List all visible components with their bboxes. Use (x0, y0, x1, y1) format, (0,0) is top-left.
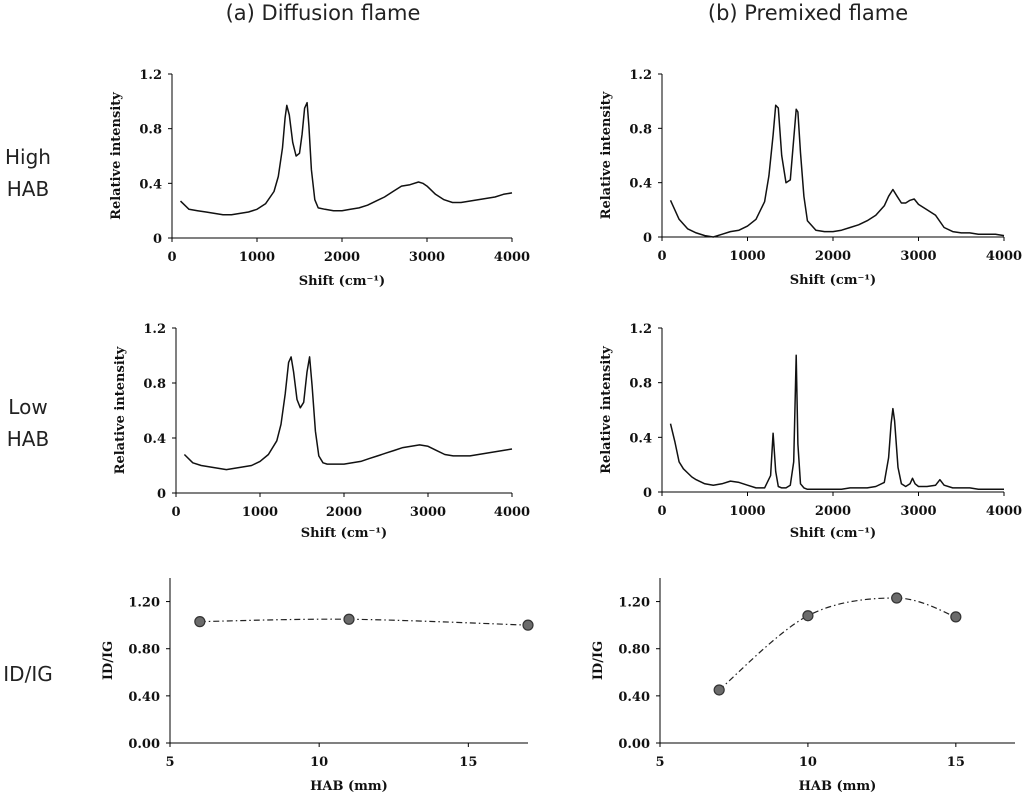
x-tick-label: 1000 (729, 504, 765, 519)
y-axis-title: Relative intensity (109, 92, 124, 220)
chart-prem-high: 0 0.4 0.8 1.2 0 1000 2000 3000 4000 Shift (cm⁻¹) R… (599, 68, 1022, 288)
x-tick-label: 15 (947, 755, 965, 770)
x-axis-title: Shift (cm⁻¹) (790, 526, 876, 541)
y-axis-title: ID/IG (101, 641, 116, 680)
column-title-premixed: (b) Premixed flame (708, 1, 908, 25)
data-point (343, 613, 355, 625)
x-tick-label: 2000 (815, 504, 851, 519)
y-tick-label: 0.4 (629, 177, 652, 192)
y-tick-label: 0.4 (139, 177, 162, 192)
x-tick-label: 4000 (986, 504, 1022, 519)
y-tick-label: 0.40 (128, 690, 160, 705)
x-tick-label: 4000 (494, 505, 530, 520)
x-axis-title: Shift (cm⁻¹) (790, 273, 876, 288)
x-tick-label: 15 (459, 755, 477, 770)
x-tick-label: 1000 (239, 250, 275, 265)
trend-line (718, 597, 957, 691)
data-point (891, 592, 903, 604)
chart-diff-low: 0 0.4 0.8 1.2 0 1000 2000 3000 4000 Shift (cm⁻¹) R… (113, 322, 530, 541)
spectrum-line (669, 104, 1005, 238)
y-tick-label: 0.40 (618, 690, 650, 705)
y-tick-label: 0.4 (629, 431, 652, 446)
x-tick-label: 2000 (326, 505, 362, 520)
x-axis-title: HAB (mm) (310, 779, 388, 794)
y-tick-label: 0.4 (143, 432, 166, 447)
row-label-high-line1: High (5, 145, 51, 169)
y-tick-label: 0 (643, 486, 652, 501)
x-tick-label: 0 (657, 249, 666, 264)
y-tick-label: 1.20 (128, 596, 160, 611)
y-tick-label: 0 (643, 231, 652, 246)
y-tick-label: 0.8 (143, 377, 166, 392)
row-label-low-line1: Low (8, 395, 47, 419)
y-tick-label: 0.80 (128, 643, 160, 658)
x-tick-label: 5 (655, 755, 664, 770)
y-axis-title: Relative intensity (599, 346, 614, 474)
y-tick-label: 0.00 (128, 737, 160, 752)
x-tick-label: 4000 (986, 249, 1022, 264)
x-axis-title: HAB (mm) (799, 779, 877, 794)
data-point (950, 611, 962, 623)
x-tick-label: 2000 (815, 249, 851, 264)
x-tick-label: 10 (310, 755, 328, 770)
x-tick-label: 0 (171, 505, 180, 520)
y-axis-title: ID/IG (591, 641, 606, 680)
x-tick-label: 4000 (494, 250, 530, 265)
x-tick-label: 2000 (324, 250, 360, 265)
chart-prem-ratio: 0.00 0.40 0.80 1.20 5 10 15 HAB (mm) ID/IG (591, 578, 1015, 794)
y-tick-label: 0 (153, 232, 162, 247)
column-title-diffusion: (a) Diffusion flame (226, 1, 421, 25)
x-tick-label: 3000 (409, 250, 445, 265)
x-tick-label: 0 (167, 250, 176, 265)
data-point (713, 684, 725, 696)
spectrum-line (183, 356, 513, 471)
spectrum-line (669, 354, 1004, 491)
x-tick-label: 1000 (242, 505, 278, 520)
x-tick-label: 3000 (900, 249, 936, 264)
y-tick-label: 0.8 (139, 123, 162, 138)
chart-prem-low: 0 0.4 0.8 1.2 0 1000 2000 3000 4000 Shift (cm⁻¹) R… (599, 322, 1022, 541)
chart-diff-high: 0 0.4 0.8 1.2 0 1000 2000 3000 4000 Shift (cm⁻¹) R… (109, 68, 530, 289)
y-tick-label: 1.2 (139, 68, 162, 83)
row-label-low-line2: HAB (7, 427, 49, 451)
y-tick-label: 1.2 (143, 322, 166, 337)
y-tick-label: 0.80 (618, 643, 650, 658)
x-tick-label: 5 (165, 755, 174, 770)
x-tick-label: 10 (799, 755, 817, 770)
y-tick-label: 1.20 (618, 596, 650, 611)
data-point (802, 610, 814, 622)
spectrum-line (179, 101, 513, 216)
y-tick-label: 0.00 (618, 737, 650, 752)
data-point (194, 616, 206, 628)
x-tick-label: 1000 (729, 249, 765, 264)
y-tick-label: 1.2 (629, 322, 652, 337)
y-tick-label: 0.8 (629, 377, 652, 392)
row-label-high-line2: HAB (7, 177, 49, 201)
x-axis-title: Shift (cm⁻¹) (301, 526, 387, 541)
y-tick-label: 1.2 (629, 68, 652, 83)
x-tick-label: 0 (657, 504, 666, 519)
x-axis-title: Shift (cm⁻¹) (299, 274, 385, 289)
y-axis-title: Relative intensity (599, 91, 614, 219)
trend-line (199, 618, 529, 626)
chart-diff-ratio: 0.00 0.40 0.80 1.20 5 10 15 HAB (mm) ID/IG (101, 578, 534, 794)
y-tick-label: 0.8 (629, 122, 652, 137)
y-tick-label: 0 (157, 487, 166, 502)
data-point (522, 619, 534, 631)
row-label-ratio: ID/IG (3, 662, 52, 686)
y-axis-title: Relative intensity (113, 346, 128, 474)
x-tick-label: 3000 (410, 505, 446, 520)
x-tick-label: 3000 (900, 504, 936, 519)
